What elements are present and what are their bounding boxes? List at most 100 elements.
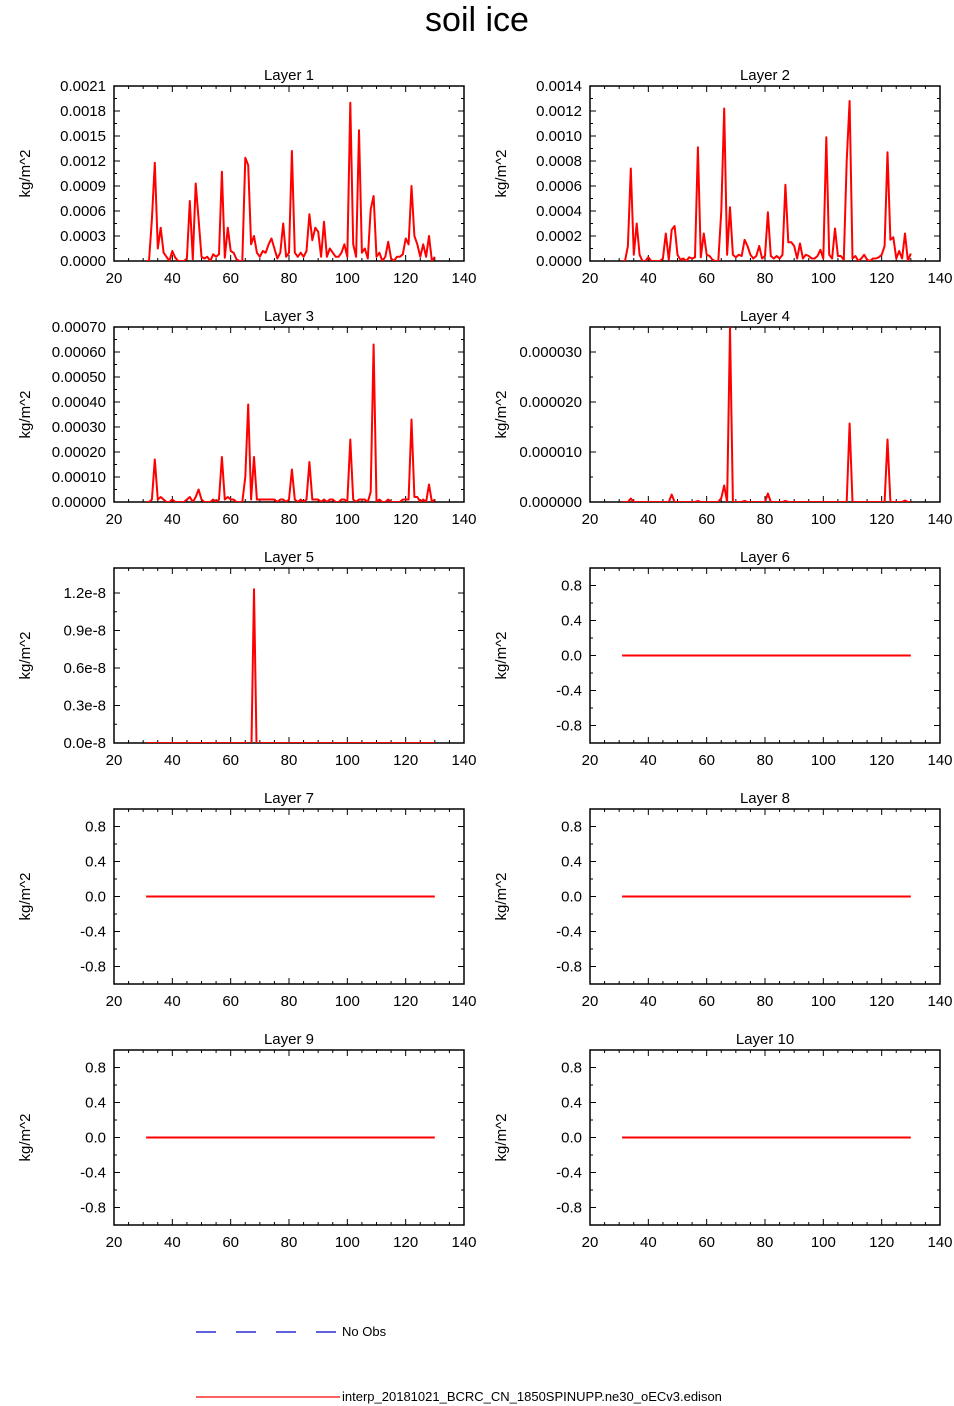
x-tick-label: 100	[811, 752, 836, 769]
x-tick-label: 140	[451, 752, 476, 769]
series-line-model	[146, 101, 436, 261]
y-tick-label: -0.4	[80, 1165, 106, 1182]
chart-title: Layer 7	[264, 790, 314, 807]
y-tick-label: 0.0000	[60, 253, 106, 270]
chart-title: Layer 3	[264, 308, 314, 325]
x-tick-label: 80	[281, 270, 298, 287]
y-axis-label: kg/m^2	[17, 873, 34, 921]
x-tick-label: 20	[582, 1234, 599, 1251]
x-tick-label: 140	[927, 752, 952, 769]
x-tick-label: 20	[582, 752, 599, 769]
y-axis-label: kg/m^2	[493, 1114, 510, 1162]
y-tick-label: 0.3e-8	[63, 698, 106, 715]
x-tick-label: 80	[757, 993, 774, 1010]
y-tick-label: -0.8	[556, 1200, 582, 1217]
y-tick-label: 0.0002	[536, 228, 582, 245]
x-tick-label: 20	[106, 1234, 123, 1251]
x-tick-label: 40	[164, 1234, 181, 1251]
y-axis-label: kg/m^2	[17, 1114, 34, 1162]
chart-title: Layer 2	[740, 67, 790, 84]
y-tick-label: 0.4	[561, 854, 582, 871]
x-tick-label: 100	[811, 511, 836, 528]
y-tick-label: 0.4	[85, 854, 106, 871]
chart-layer-7: Layer 7 kg/m^2 20 40 60 80 100 120 140 -0.8 -0.4 0.…	[17, 790, 477, 1010]
y-tick-label: -0.4	[80, 924, 106, 941]
x-tick-label: 40	[640, 752, 657, 769]
y-tick-label: 0.0009	[60, 178, 106, 195]
y-tick-label: 0.8	[561, 1060, 582, 1077]
y-tick-label: 0.0006	[536, 178, 582, 195]
y-tick-label: 1.2e-8	[63, 585, 106, 602]
chart-title: Layer 5	[264, 549, 314, 566]
x-tick-label: 40	[640, 1234, 657, 1251]
x-tick-label: 120	[393, 1234, 418, 1251]
y-tick-label: 0.00070	[52, 319, 106, 336]
x-tick-label: 80	[281, 752, 298, 769]
x-tick-label: 80	[281, 993, 298, 1010]
y-tick-label: 0.0018	[60, 103, 106, 120]
x-tick-label: 120	[869, 270, 894, 287]
x-tick-label: 120	[869, 752, 894, 769]
x-tick-label: 100	[335, 511, 360, 528]
y-tick-label: 0.0006	[60, 203, 106, 220]
y-tick-label: 0.8	[85, 819, 106, 836]
page-title: soil ice	[425, 1, 529, 39]
y-tick-label: 0.0	[561, 889, 582, 906]
chart-layer-10: Layer 10 kg/m^2 20 40 60 80 100 120 140 -0.8 -0.4 0…	[493, 1031, 953, 1251]
chart-layer-9: Layer 9 kg/m^2 20 40 60 80 100 120 140 -0.8 -0.4 0.…	[17, 1031, 477, 1251]
x-tick-label: 100	[335, 752, 360, 769]
series-line-model	[146, 343, 436, 502]
y-tick-label: 0.0e-8	[63, 735, 106, 752]
x-tick-label: 20	[106, 270, 123, 287]
chart-title: Layer 4	[740, 308, 790, 325]
y-tick-label: 0.0010	[536, 128, 582, 145]
y-tick-label: 0.4	[561, 1095, 582, 1112]
y-tick-label: 0.0014	[536, 78, 582, 95]
series-line-model	[622, 100, 912, 261]
y-tick-label: 0.0008	[536, 153, 582, 170]
y-tick-label: 0.0004	[536, 203, 582, 220]
y-axis-label: kg/m^2	[17, 632, 34, 680]
x-tick-label: 120	[393, 270, 418, 287]
x-tick-label: 60	[222, 752, 239, 769]
y-tick-label: -0.8	[556, 959, 582, 976]
x-tick-label: 20	[582, 270, 599, 287]
x-tick-label: 140	[451, 270, 476, 287]
x-tick-label: 20	[106, 511, 123, 528]
chart-layer-1: Layer 1 kg/m^2 20 40 60 80 100 120 140 0.0000 0.00…	[17, 67, 477, 287]
series-line-model	[622, 327, 911, 502]
chart-layer-5: Layer 5 kg/m^2 20 40 60 80 100 120 140 0.0e-8 0.3e…	[17, 549, 477, 769]
x-tick-label: 20	[582, 993, 599, 1010]
y-tick-label: 0.4	[561, 613, 582, 630]
y-tick-label: 0.00040	[52, 394, 106, 411]
x-tick-label: 100	[811, 993, 836, 1010]
y-axis-label: kg/m^2	[493, 391, 510, 439]
y-tick-label: 0.8	[561, 819, 582, 836]
y-tick-label: 0.0003	[60, 228, 106, 245]
x-tick-label: 60	[222, 1234, 239, 1251]
x-tick-label: 60	[222, 270, 239, 287]
y-tick-label: 0.00050	[52, 369, 106, 386]
x-tick-label: 120	[869, 1234, 894, 1251]
x-tick-label: 140	[451, 1234, 476, 1251]
x-tick-label: 20	[582, 511, 599, 528]
y-tick-label: 0.0015	[60, 128, 106, 145]
y-tick-label: 0.00000	[52, 494, 106, 511]
chart-title: Layer 1	[264, 67, 314, 84]
x-tick-label: 80	[757, 270, 774, 287]
x-tick-label: 80	[281, 511, 298, 528]
x-tick-label: 120	[393, 511, 418, 528]
y-tick-label: 0.0021	[60, 78, 106, 95]
chart-layer-4: Layer 4 kg/m^2 20 40 60 80 100 120 140 0.000000 0.…	[493, 308, 953, 528]
x-tick-label: 60	[222, 993, 239, 1010]
x-tick-label: 60	[698, 270, 715, 287]
x-tick-label: 120	[393, 752, 418, 769]
y-tick-label: -0.4	[556, 683, 582, 700]
x-tick-label: 40	[640, 270, 657, 287]
y-axis-label: kg/m^2	[493, 873, 510, 921]
y-tick-label: 0.6e-8	[63, 660, 106, 677]
y-tick-label: 0.0012	[60, 153, 106, 170]
legend-model-label: interp_20181021_BCRC_CN_1850SPINUPP.ne30…	[342, 1389, 722, 1404]
